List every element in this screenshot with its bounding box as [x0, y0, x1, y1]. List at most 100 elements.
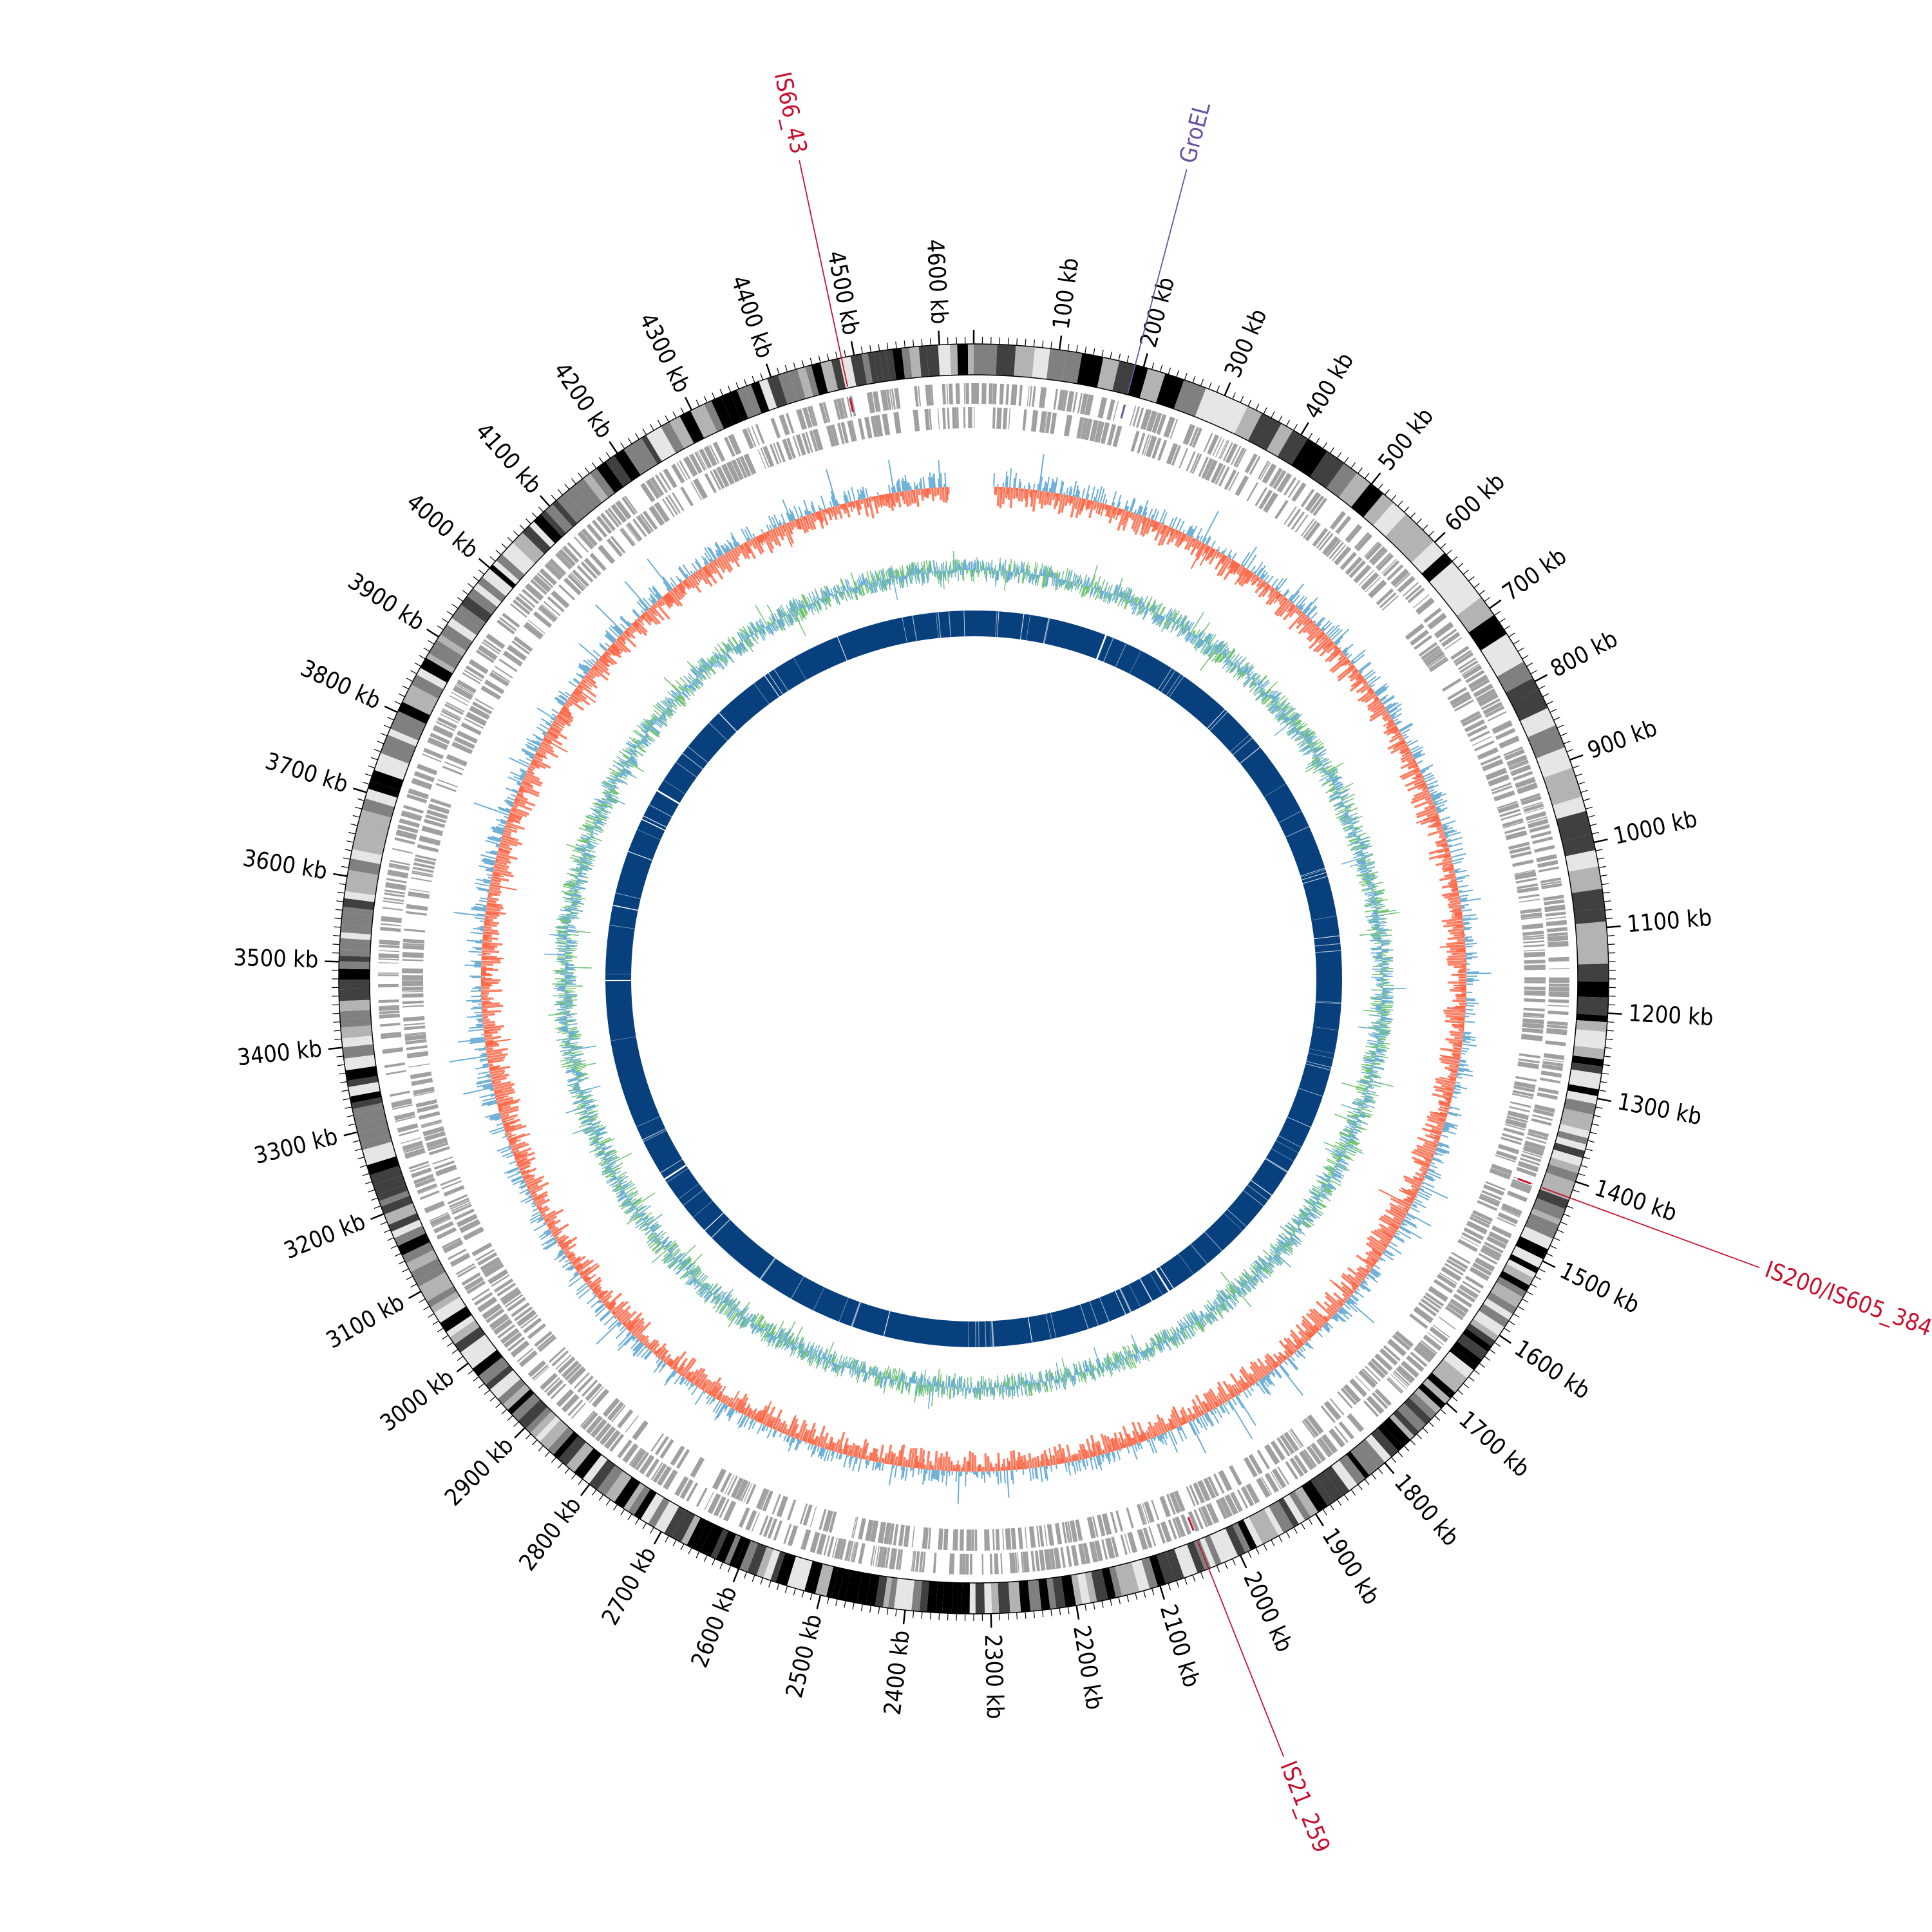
gene-feature: [446, 753, 468, 767]
minor-tick: [938, 1613, 940, 1620]
ideogram-band: [1439, 574, 1472, 605]
major-tick: [653, 1531, 662, 1545]
gene-feature: [474, 1292, 493, 1306]
gene-feature: [414, 858, 436, 866]
gene-feature: [1101, 1539, 1108, 1560]
gene-feature: [1383, 560, 1400, 577]
gene-feature: [586, 524, 603, 542]
minor-tick: [634, 1518, 639, 1525]
gene-feature: [599, 1426, 616, 1446]
gene-feature: [395, 829, 417, 840]
minor-tick: [1606, 1030, 1614, 1032]
gene-feature: [440, 713, 459, 724]
inner-ring-gap: [1301, 872, 1327, 880]
minor-tick: [428, 1313, 435, 1318]
gene-feature: [1316, 531, 1331, 549]
gene-feature: [657, 1466, 672, 1486]
gene-feature: [840, 397, 848, 419]
gene-feature: [1461, 663, 1480, 676]
minor-tick: [627, 1513, 632, 1520]
gene-feature: [1270, 1471, 1282, 1490]
minor-tick: [1110, 1598, 1112, 1606]
callout-label-3: IS66_43: [769, 70, 812, 156]
tick-label-3300: 3300 kb: [252, 1123, 341, 1170]
minor-tick: [650, 1527, 654, 1534]
gene-feature: [435, 782, 457, 792]
ideogram-band: [1506, 1259, 1537, 1278]
ideogram-band: [918, 345, 929, 377]
minor-tick: [335, 909, 343, 911]
minor-tick: [578, 473, 583, 479]
gene-feature: [1283, 506, 1297, 525]
ideogram-band: [489, 1370, 521, 1399]
gene-feature: [962, 1553, 966, 1575]
gene-feature: [1450, 691, 1471, 706]
gene-feature: [451, 742, 473, 755]
gene-feature: [385, 882, 406, 891]
gene-feature: [408, 1160, 429, 1170]
gene-feature: [546, 1379, 564, 1397]
minor-tick: [1580, 790, 1588, 793]
gene-feature: [831, 424, 840, 446]
gene-feature: [1288, 1430, 1302, 1448]
inner-ring-gap: [718, 712, 738, 732]
ideogram-band: [697, 404, 717, 435]
ideogram-band: [1014, 345, 1036, 378]
minor-tick: [406, 1276, 413, 1280]
minor-tick: [1271, 1539, 1275, 1547]
gene-feature: [548, 1347, 566, 1363]
minor-tick: [571, 478, 576, 484]
tick-label-3000: 3000 kb: [375, 1365, 459, 1437]
gene-feature: [1368, 546, 1386, 564]
gc-content-primary: [548, 551, 1400, 1406]
gene-feature: [662, 498, 675, 518]
gene-feature: [1501, 1137, 1522, 1145]
ideogram-band: [360, 1134, 392, 1150]
gene-feature: [809, 430, 819, 452]
minor-tick: [352, 1140, 360, 1143]
minor-tick: [1397, 500, 1403, 507]
ideogram-band: [1404, 1397, 1432, 1425]
gene-feature: [1172, 1518, 1182, 1539]
inner-ring-gap: [1209, 711, 1228, 732]
gene-feature: [1236, 1489, 1249, 1509]
gene-feature: [462, 672, 481, 685]
gc-skew-track: [449, 454, 1492, 1504]
gene-feature: [836, 398, 846, 419]
gene-feature: [1477, 692, 1499, 707]
gene-feature: [922, 1551, 926, 1573]
inner-ring-gap: [1314, 1001, 1342, 1003]
gene-feature: [544, 601, 561, 616]
gene-feature: [1053, 1548, 1061, 1569]
minor-tick: [1050, 1609, 1052, 1616]
minor-tick: [1553, 717, 1560, 721]
minor-tick: [1563, 741, 1571, 744]
gene-feature: [571, 1403, 586, 1419]
ideogram-band: [1215, 397, 1248, 434]
minor-tick: [1293, 1527, 1298, 1534]
gene-feature: [1210, 462, 1224, 484]
gene-feature: [971, 383, 974, 404]
gene-feature: [497, 620, 515, 635]
gene-feature: [1549, 977, 1570, 983]
minor-tick: [1322, 442, 1327, 449]
callout-marker-3: [849, 397, 854, 413]
gene-feature: [1387, 1338, 1407, 1357]
minor-tick: [410, 1283, 417, 1288]
gene-feature: [1145, 435, 1157, 458]
ideogram-band: [1370, 1428, 1399, 1457]
gene-feature: [430, 1213, 451, 1227]
minor-tick: [752, 1575, 755, 1582]
tick-label-600: 600 kb: [1440, 468, 1510, 536]
gene-feature: [516, 1348, 534, 1363]
callout-label-0: GroEL: [1175, 100, 1216, 166]
ideogram-band: [957, 344, 969, 375]
ideogram-band: [346, 1075, 379, 1088]
minor-tick: [1350, 462, 1356, 469]
inner-ring-gap: [1229, 734, 1251, 753]
inner-ring-gap: [641, 1128, 667, 1141]
gene-feature: [872, 391, 881, 412]
gene-feature: [659, 1439, 674, 1459]
ideogram-band: [589, 468, 615, 498]
gene-feature: [419, 1111, 440, 1120]
